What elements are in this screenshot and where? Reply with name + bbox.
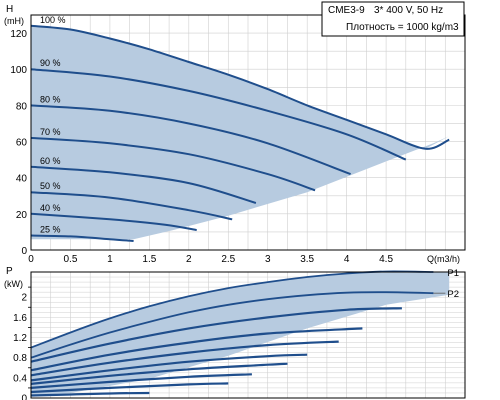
power-curve: [30, 340, 339, 377]
power-curve: [30, 391, 150, 397]
head-curves: [30, 24, 450, 242]
power-curve-label: P1: [447, 268, 459, 279]
speed-labels: 100 % 90 % 80 % 70 % 60 % 50 % 40 % 25 %: [40, 15, 66, 235]
power-y-tick-label: 0: [21, 394, 27, 400]
speed-label: 40 %: [40, 203, 61, 213]
head-y-tick-label: 120: [10, 29, 27, 40]
power-y-tick-label: 0.4: [13, 373, 27, 384]
power-y-axis-unit: (kW): [4, 279, 23, 289]
power-y-tick-label: 2: [21, 293, 27, 304]
head-y-tick-label: 100: [10, 65, 27, 76]
pump-supply: 3* 400 V, 50 Hz: [374, 5, 443, 16]
speed-label: 60 %: [40, 156, 61, 166]
power-curve: [30, 291, 434, 359]
info-box-frame: [321, 1, 465, 37]
power-curves: [30, 270, 434, 397]
power-curve: [30, 382, 229, 394]
speed-label: 25 %: [40, 225, 61, 235]
power-y-tick-label: 1.6: [13, 313, 27, 324]
head-curve: [30, 234, 134, 242]
head-curve: [30, 104, 351, 176]
power-curve-label: P2: [447, 289, 459, 300]
pump-info-box: CME3-9 3* 400 V, 50 Hz Плотность = 1000 …: [321, 1, 465, 37]
power-plot-frame: [30, 271, 466, 399]
power-curve: [30, 307, 402, 363]
head-y-tick-label: 80: [16, 101, 28, 112]
power-flow-chart: P1 P2 0 0.4 0.8 1.2 1.6 2 P (kW): [4, 266, 466, 400]
power-y-tick-label: 1.2: [13, 333, 27, 344]
power-tick-labels: 0 0.4 0.8 1.2 1.6 2: [13, 286, 31, 400]
x-tick-label: 3: [265, 254, 271, 265]
x-tick-label: 1: [107, 254, 113, 265]
head-operating-envelope: [31, 25, 450, 240]
x-tick-label: 0.5: [64, 254, 78, 265]
flow-x-axis-label: Q(m3/h): [427, 254, 460, 264]
power-y-tick-label: 0.8: [13, 353, 27, 364]
x-tick-label: 0: [28, 254, 34, 265]
speed-label: 70 %: [40, 127, 61, 137]
speed-label: 50 %: [40, 181, 61, 191]
power-curve: [30, 362, 288, 385]
head-curve: [30, 68, 407, 161]
power-y-axis-label: P: [6, 266, 13, 277]
head-curve: [30, 191, 233, 221]
x-tick-label: 1.5: [142, 254, 156, 265]
head-y-axis-label: H: [6, 4, 13, 15]
x-tick-label: 2.5: [221, 254, 235, 265]
head-plot-frame: [30, 14, 466, 251]
power-curve: [30, 373, 252, 389]
x-tick-label: 2: [186, 254, 192, 265]
power-curve: [30, 327, 363, 372]
head-y-tick-label: 40: [16, 174, 28, 185]
speed-label: 90 %: [40, 58, 61, 68]
head-curve: [30, 165, 257, 204]
power-operating-envelope: [31, 271, 450, 396]
speed-label: 100 %: [40, 15, 66, 25]
fluid-density: Плотность = 1000 kg/m3: [346, 22, 459, 33]
power-curve: [30, 270, 434, 349]
head-tick-labels: 0 0.5 1 1.5 2 2.5 3 3.5 4 4.5 0 20 40 60 80 100 120: [10, 29, 393, 265]
head-y-tick-label: 0: [21, 246, 27, 257]
x-tick-label: 4: [344, 254, 350, 265]
x-tick-label: 4.5: [379, 254, 393, 265]
head-y-axis-unit: (mH): [4, 16, 24, 26]
head-y-tick-label: 20: [16, 210, 28, 221]
speed-label: 80 %: [40, 94, 61, 104]
power-curve: [30, 353, 308, 382]
head-curve: [30, 136, 316, 192]
head-y-tick-label: 60: [16, 138, 28, 149]
x-tick-label: 3.5: [300, 254, 314, 265]
head-curve: [30, 212, 197, 232]
pump-model: CME3-9: [328, 5, 365, 16]
head-curve: [30, 24, 450, 150]
